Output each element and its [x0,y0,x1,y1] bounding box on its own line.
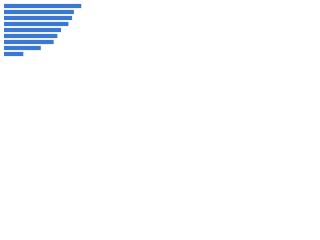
bar [4,21,69,27]
bar [4,3,82,9]
bar [4,51,24,57]
page: {"chart_data": {"type": "hbar", "categor… [0,0,100,71]
bar [4,33,58,39]
bar [4,39,54,45]
bar [4,9,74,15]
bar [4,27,62,33]
bar [4,15,73,21]
chart [4,3,82,57]
bar [4,45,41,51]
